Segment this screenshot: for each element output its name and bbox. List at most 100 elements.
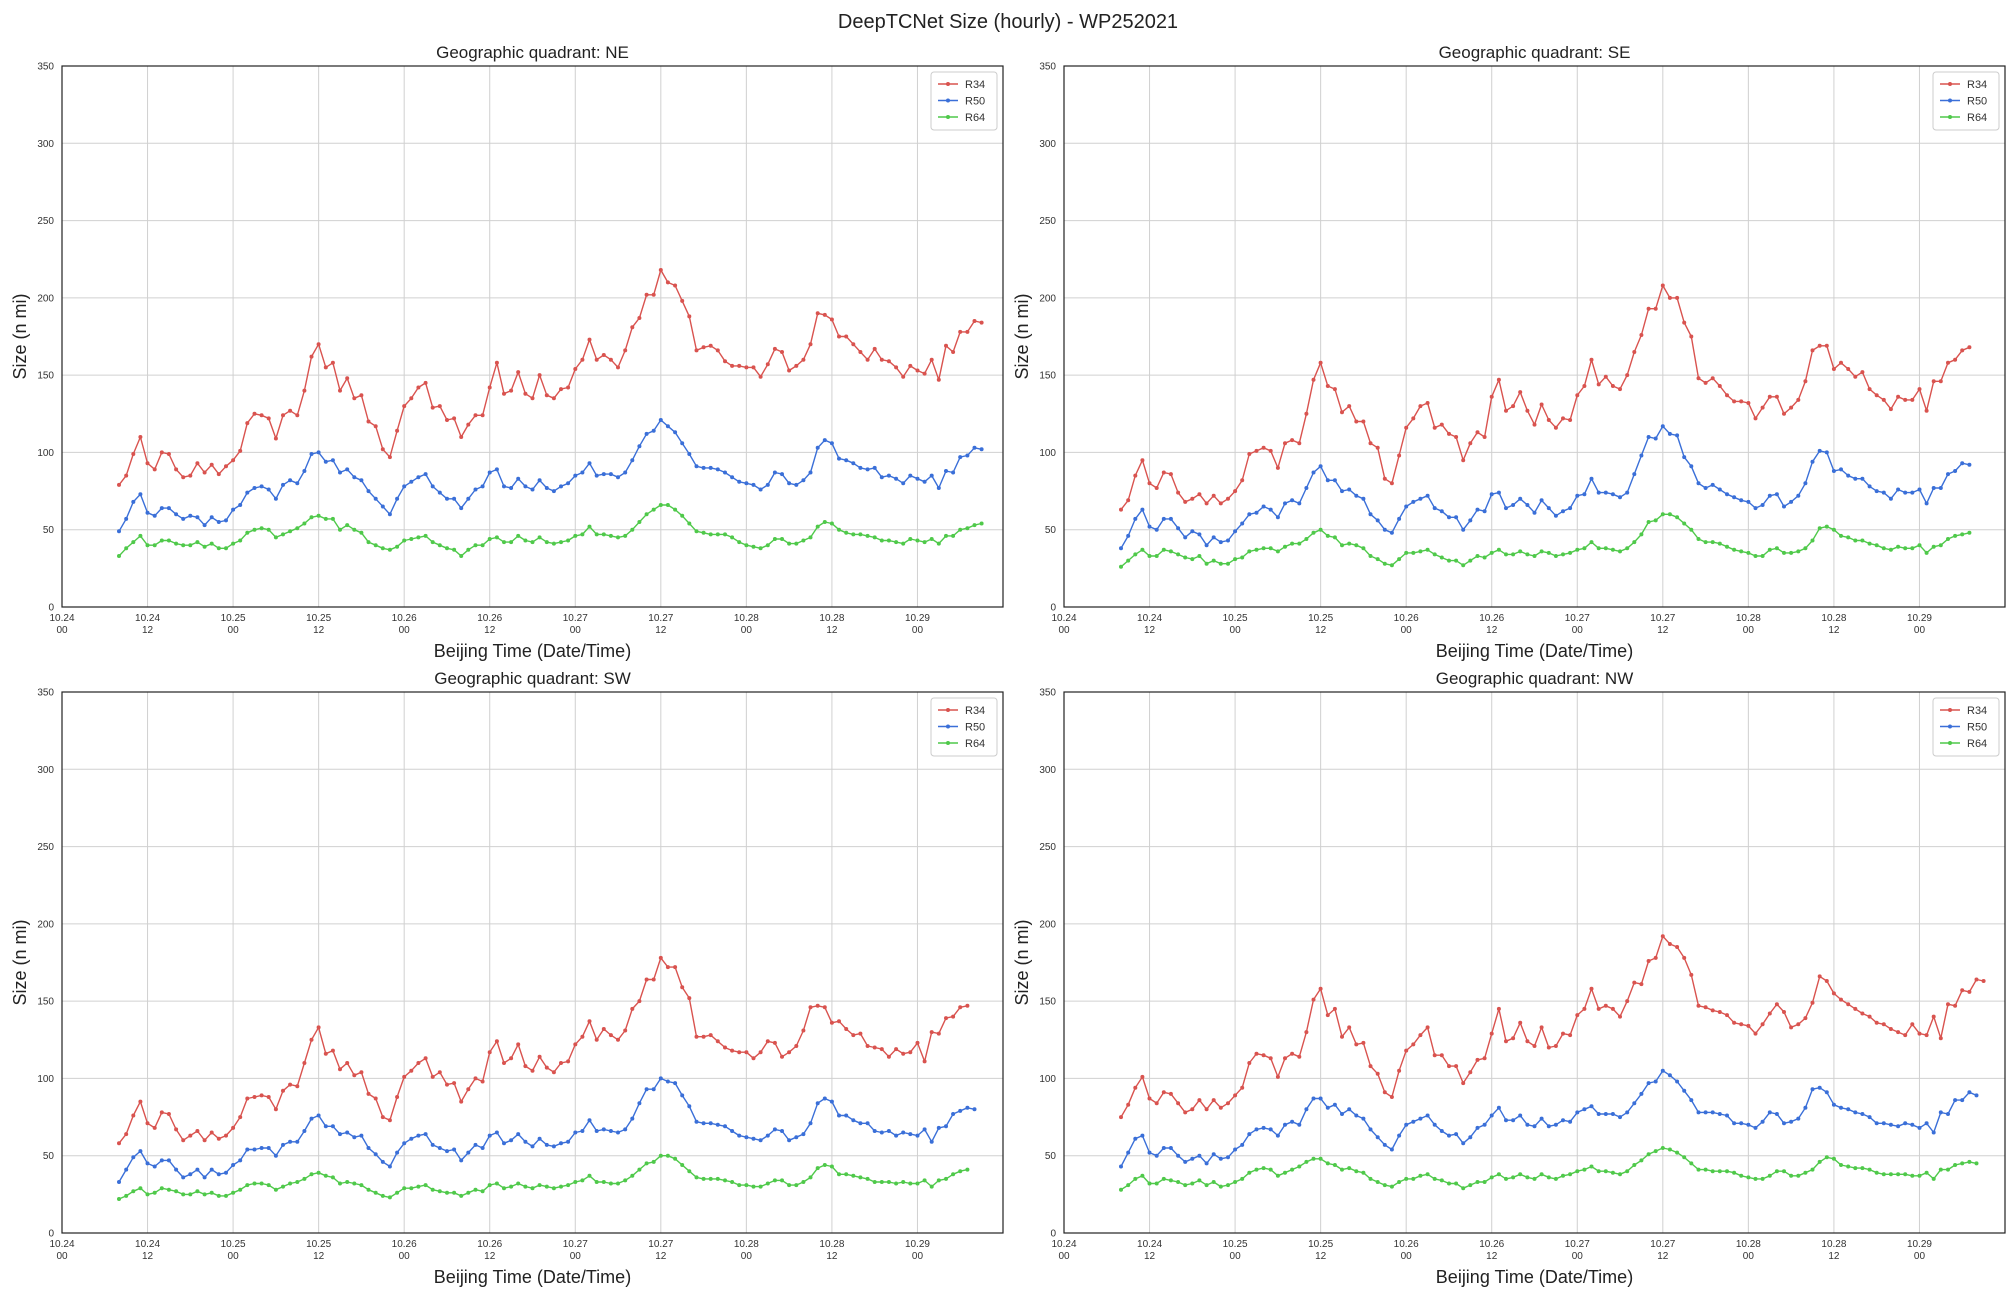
data-point <box>1810 538 1815 543</box>
data-point <box>387 1195 392 1200</box>
data-point <box>231 1163 236 1167</box>
data-point <box>1475 554 1480 558</box>
data-point <box>1774 546 1779 551</box>
data-point <box>523 538 528 543</box>
data-point <box>1211 535 1216 540</box>
data-point <box>502 391 506 396</box>
x-tick-date: 10.28 <box>1736 613 1761 624</box>
data-point <box>1938 543 1943 548</box>
data-point <box>879 1130 884 1135</box>
data-point <box>402 484 407 489</box>
data-point <box>1539 1172 1544 1177</box>
data-point <box>1261 1166 1266 1171</box>
data-point <box>1860 370 1865 375</box>
y-axis-label: Size (n mi) <box>1012 919 1032 1005</box>
data-point <box>1967 345 1972 350</box>
data-point <box>1867 484 1872 489</box>
data-point <box>387 455 392 460</box>
data-point <box>1147 554 1152 558</box>
data-point <box>395 428 400 433</box>
data-point <box>1204 561 1209 566</box>
data-point <box>1496 490 1501 495</box>
data-point <box>680 985 685 990</box>
x-axis-label: Beijing Time (Date/Time) <box>434 641 631 661</box>
data-point <box>445 1082 449 1087</box>
data-point <box>1304 486 1309 490</box>
data-point <box>544 1065 549 1070</box>
data-point <box>1247 512 1252 517</box>
data-point <box>708 1033 713 1038</box>
data-point <box>1504 506 1508 511</box>
data-point <box>872 1045 877 1050</box>
data-point <box>1725 1113 1729 1118</box>
data-point <box>245 1096 250 1101</box>
data-point <box>1190 557 1195 562</box>
data-point <box>1874 1020 1879 1025</box>
data-point <box>1504 1176 1508 1181</box>
data-point <box>159 1186 164 1191</box>
data-point <box>1803 546 1808 551</box>
data-point <box>1461 1141 1466 1146</box>
data-point <box>715 532 720 537</box>
x-tick-hour: 12 <box>1828 625 1840 636</box>
data-point <box>1831 367 1836 371</box>
data-point <box>1596 1006 1601 1011</box>
data-point <box>1803 1170 1808 1175</box>
x-tick-date: 10.27 <box>648 1239 673 1250</box>
data-point <box>188 543 193 548</box>
data-point <box>138 1186 143 1191</box>
data-point <box>459 554 464 558</box>
data-point <box>1703 1167 1708 1172</box>
data-point <box>295 1139 300 1144</box>
data-point <box>1347 1166 1352 1171</box>
data-point <box>580 357 585 362</box>
data-point <box>637 316 642 320</box>
data-point <box>1218 501 1223 506</box>
data-point <box>1960 461 1965 466</box>
data-point <box>801 1028 806 1033</box>
y-tick-label: 350 <box>1039 688 1056 699</box>
data-point <box>1133 1136 1138 1141</box>
data-point <box>958 329 963 334</box>
data-point <box>216 1193 221 1198</box>
data-point <box>701 465 706 470</box>
data-point <box>174 512 179 517</box>
x-tick-hour: 00 <box>1230 1251 1242 1262</box>
x-tick-hour: 00 <box>1743 625 1755 636</box>
data-point <box>815 445 820 450</box>
data-point <box>502 1061 506 1065</box>
data-point <box>437 404 442 409</box>
data-point <box>1725 393 1729 398</box>
data-point <box>1553 1044 1558 1048</box>
data-point <box>1283 501 1287 506</box>
data-point <box>1532 1044 1537 1048</box>
data-point <box>580 532 585 537</box>
data-point <box>865 1121 870 1126</box>
data-point <box>188 1192 193 1197</box>
data-point <box>1389 1184 1394 1189</box>
data-point <box>316 513 321 518</box>
data-point <box>330 458 335 463</box>
data-point <box>751 365 756 370</box>
data-point <box>1974 1161 1979 1166</box>
data-point <box>1275 465 1280 470</box>
data-point <box>715 467 720 472</box>
data-point <box>765 1133 770 1138</box>
data-point <box>259 1093 264 1098</box>
data-point <box>1468 1070 1473 1075</box>
data-point <box>1653 1079 1658 1084</box>
data-point <box>1432 1122 1437 1127</box>
data-point <box>1418 496 1423 501</box>
data-point <box>751 482 756 487</box>
data-point <box>1746 401 1751 405</box>
data-point <box>837 456 841 461</box>
data-point <box>1675 945 1680 949</box>
y-tick-label: 50 <box>1045 1151 1057 1162</box>
x-tick-date: 10.26 <box>1394 613 1419 624</box>
data-point <box>1382 561 1387 566</box>
data-point <box>195 515 200 520</box>
y-tick-label: 300 <box>37 765 54 776</box>
data-point <box>124 1132 129 1137</box>
data-point <box>1126 533 1131 538</box>
data-point <box>1568 418 1573 422</box>
